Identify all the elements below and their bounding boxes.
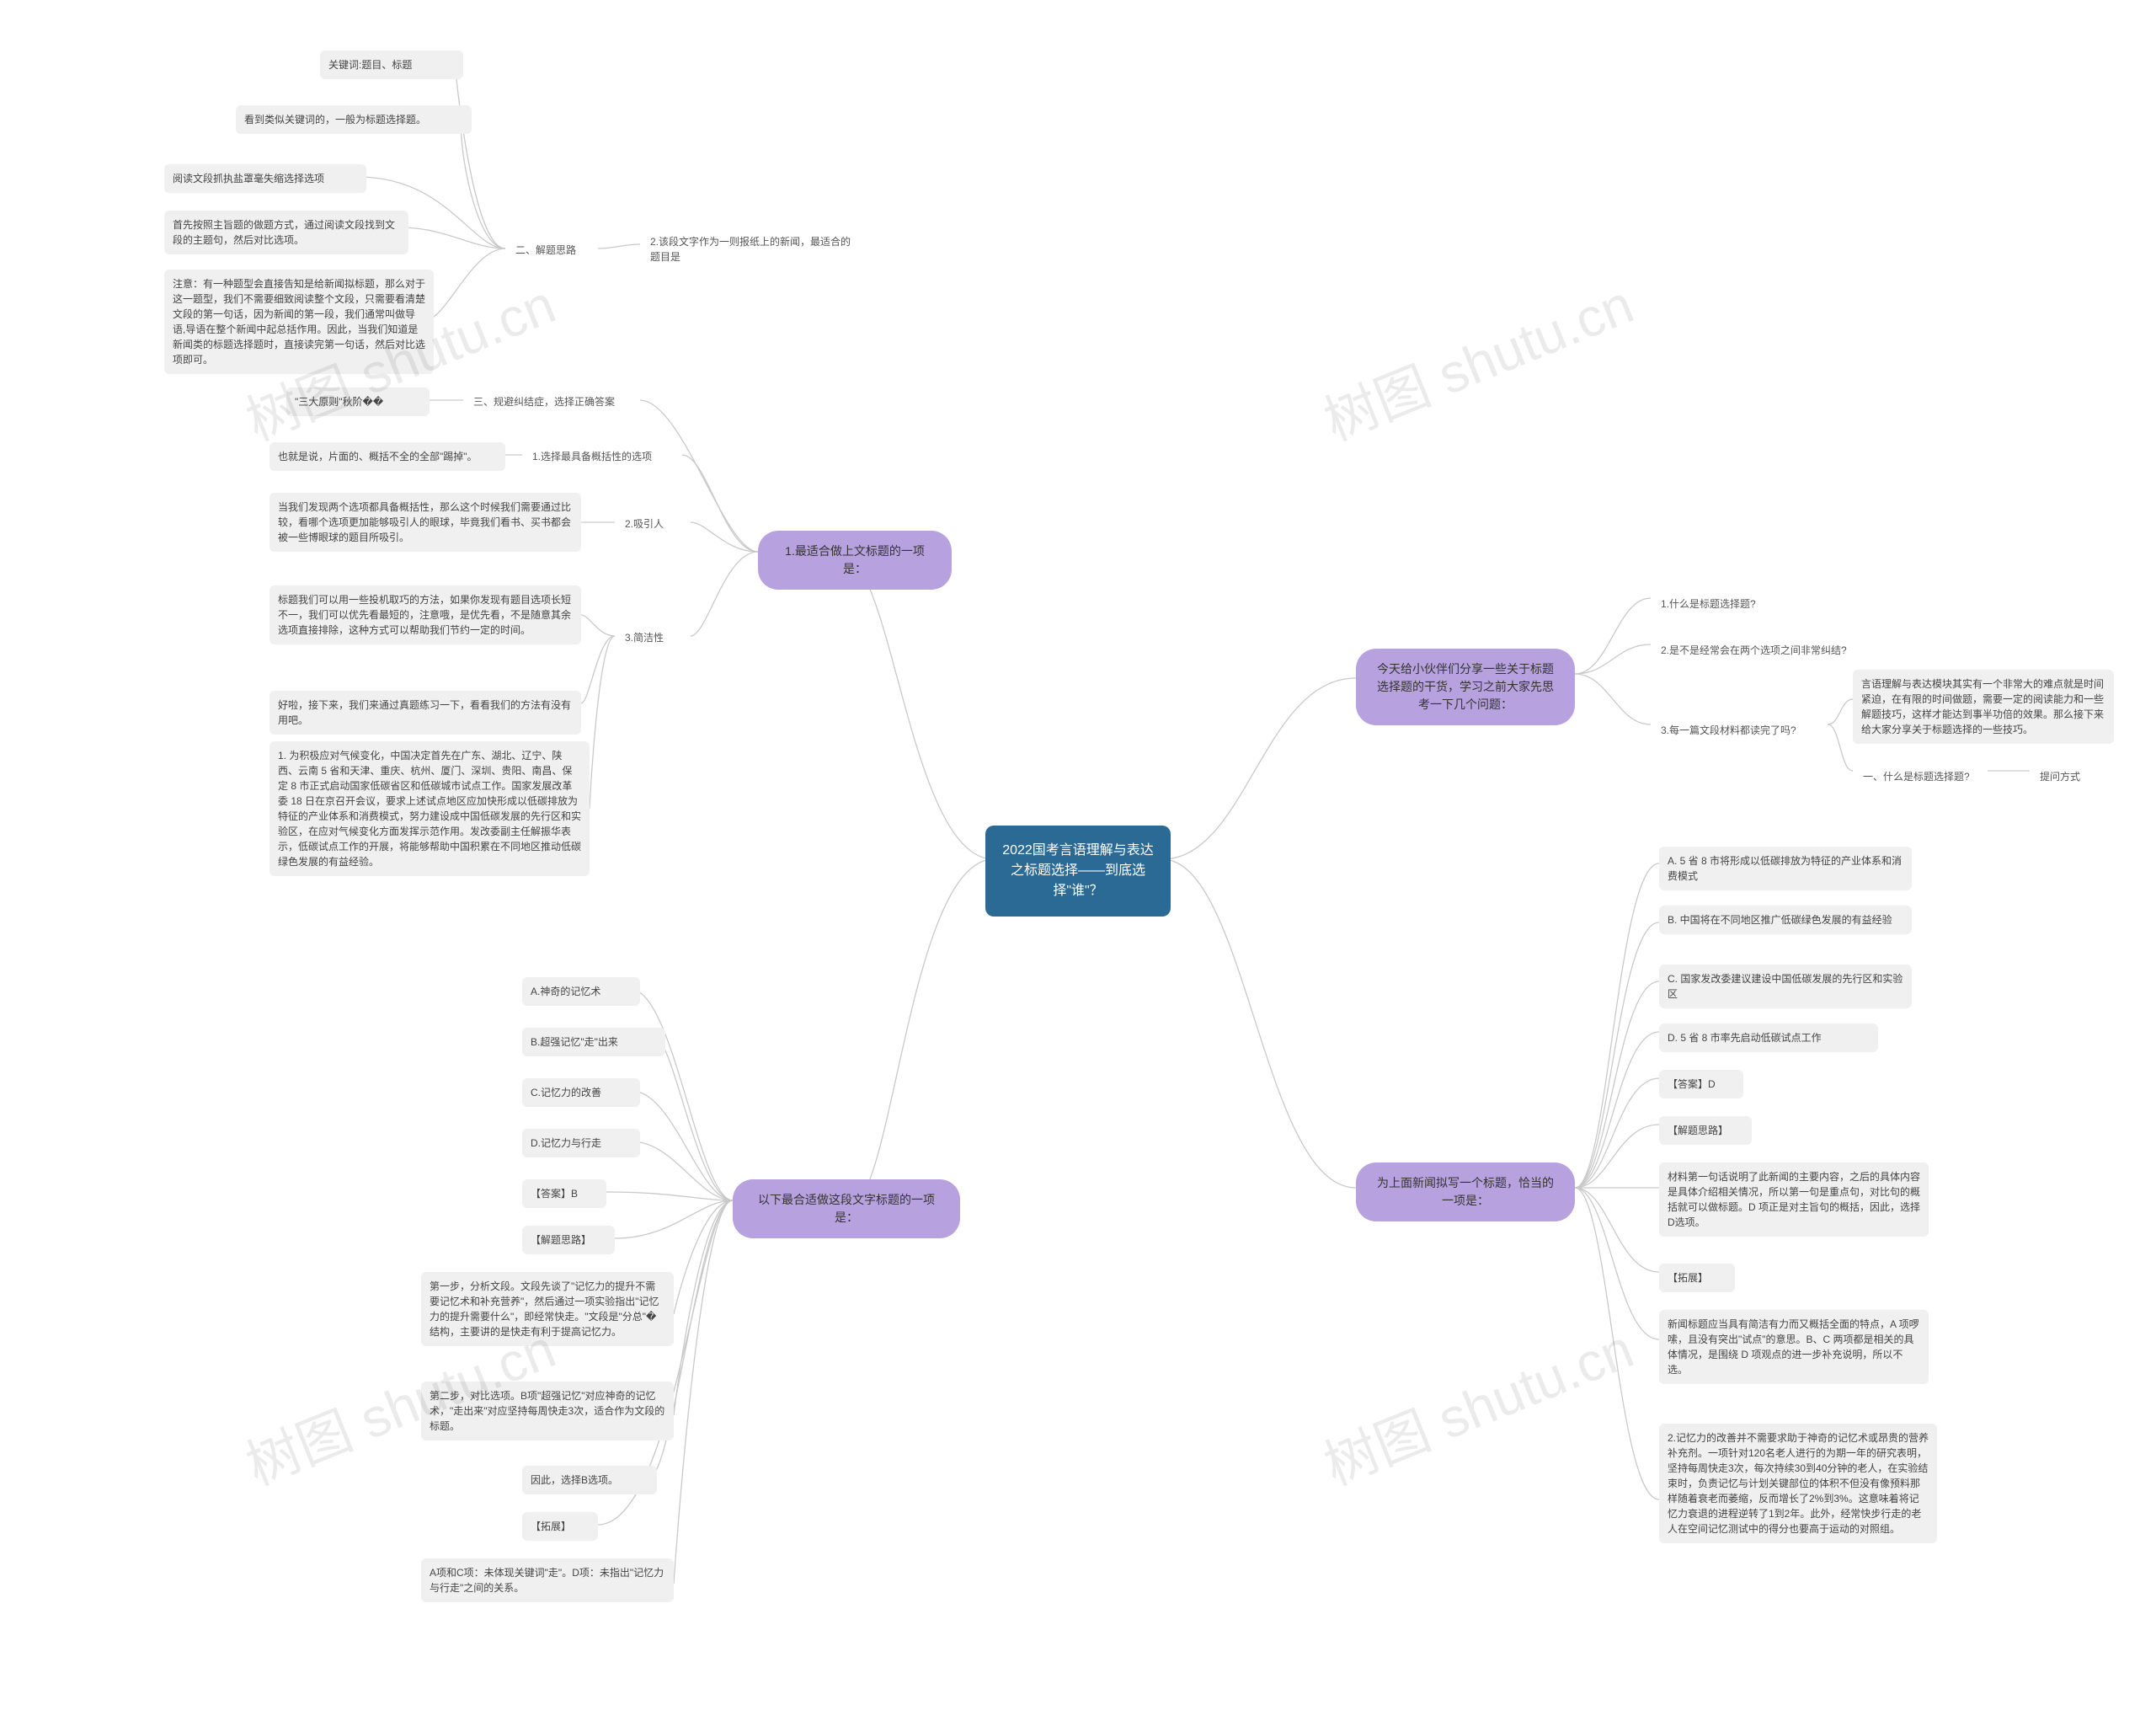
watermark: 树图 shutu.cn bbox=[1311, 262, 1643, 457]
r2-opt-d: D. 5 省 8 市率先启动低碳试点工作 bbox=[1659, 1024, 1878, 1052]
fl-c1: "三大原则"秋阶�� bbox=[286, 387, 430, 416]
l1-rule1-detail: 也就是说，片面的、概括不全的全部"踢掉"。 bbox=[270, 442, 505, 471]
fl-keywords: 关键词:题目、标题 bbox=[320, 51, 463, 79]
watermark: 树图 shutu.cn bbox=[1311, 1307, 1643, 1501]
r1-q3: 3.每一篇文段材料都读完了吗? bbox=[1651, 716, 1844, 745]
l1-rule1: 1.选择最具备概括性的选项 bbox=[522, 442, 691, 471]
fl-section2-q: 2.该段文字作为一则报纸上的新闻，最适合的题目是 bbox=[640, 227, 867, 271]
l2-step2: 第二步，对比选项。B项"超强记忆"对应神奇的记忆术，"走出来"对应坚持每周快走3… bbox=[421, 1382, 674, 1440]
fl-b3: 注意：有一种题型会直接告知是给新闻拟标题，那么对于这一题型，我们不需要细致阅读整… bbox=[164, 270, 434, 374]
branch-passage-title: 以下最合适做这段文字标题的一项是： bbox=[733, 1179, 960, 1238]
r2-opt-a: A. 5 省 8 市将形成以低碳排放为特征的产业体系和消费模式 bbox=[1659, 847, 1912, 890]
fl-section3-label: 三、规避纠结症，选择正确答案 bbox=[463, 387, 648, 416]
l2-expand-label: 【拓展】 bbox=[522, 1512, 598, 1541]
l1-rule3-detail1: 标题我们可以用一些投机取巧的方法，如果你发现有题目选项长短不一，我们可以优先看最… bbox=[270, 585, 581, 644]
fl-b2: 首先按照主旨题的做题方式，通过阅读文段找到文段的主题句，然后对比选项。 bbox=[164, 211, 408, 254]
r2-opt-c: C. 国家发改委建议建设中国低碳发展的先行区和实验区 bbox=[1659, 965, 1912, 1008]
l2-opt-d: D.记忆力与行走 bbox=[522, 1129, 640, 1157]
l2-expand-text: A项和C项：未体现关键词"走"。D项：未指出"记忆力与行走"之间的关系。 bbox=[421, 1558, 674, 1602]
r2-answer: 【答案】D bbox=[1659, 1070, 1743, 1098]
r1-q3-explain: 言语理解与表达模块其实有一个非常大的难点就是时间紧迫，在有限的时间做题，需要一定… bbox=[1853, 670, 2114, 744]
l1-rule3-passage: 1. 为积极应对气候变化，中国决定首先在广东、湖北、辽宁、陕西、云南 5 省和天… bbox=[270, 741, 590, 876]
r1-q3-section1: 一、什么是标题选择题? bbox=[1853, 762, 1996, 791]
r1-q3-section1-a: 提问方式 bbox=[2030, 762, 2105, 791]
l2-step1: 第一步，分析文段。文段先谈了"记忆力的提升不需要记忆术和补充营养"，然后通过一项… bbox=[421, 1272, 674, 1346]
fl-section2-label: 二、解题思路 bbox=[505, 236, 606, 265]
fl-b1: 阅读文段抓执盐罩毫失缩选择选项 bbox=[164, 164, 366, 193]
branch-best-title: 1.最适合做上文标题的一项是： bbox=[758, 531, 952, 590]
l1-rule3: 3.简洁性 bbox=[615, 623, 691, 652]
r2-passage2: 2.记忆力的改善并不需要求助于神奇的记忆术或昂贵的营养补充剂。一项针对120名老… bbox=[1659, 1424, 1937, 1543]
r2-solution-text: 材料第一句话说明了此新闻的主要内容，之后的具体内容是具体介绍相关情况，所以第一句… bbox=[1659, 1162, 1929, 1237]
branch-news-title-question: 为上面新闻拟写一个标题，恰当的一项是： bbox=[1356, 1162, 1575, 1221]
l2-opt-a: A.神奇的记忆术 bbox=[522, 977, 640, 1006]
mindmap-canvas: 2022国考言语理解与表达之标题选择——到底选择"谁"？ 今天给小伙伴们分享一些… bbox=[0, 0, 2156, 1721]
l1-rule3-detail2: 好啦，接下来，我们来通过真题练习一下，看看我们的方法有没有用吧。 bbox=[270, 691, 581, 735]
l2-opt-b: B.超强记忆"走"出来 bbox=[522, 1028, 665, 1056]
l2-solution-label: 【解题思路】 bbox=[522, 1226, 615, 1254]
r2-expand-text: 新闻标题应当具有简洁有力而又概括全面的特点，A 项啰嗦，且没有突出"试点"的意思… bbox=[1659, 1310, 1929, 1384]
l2-conclusion: 因此，选择B选项。 bbox=[522, 1466, 657, 1494]
center-topic: 2022国考言语理解与表达之标题选择——到底选择"谁"？ bbox=[985, 826, 1171, 917]
l1-rule2: 2.吸引人 bbox=[615, 510, 691, 538]
l2-opt-c: C.记忆力的改善 bbox=[522, 1078, 640, 1107]
fl-keywords-note: 看到类似关键词的，一般为标题选择题。 bbox=[236, 105, 472, 134]
branch-intro-questions: 今天给小伙伴们分享一些关于标题选择题的干货，学习之前大家先思考一下几个问题： bbox=[1356, 649, 1575, 725]
l2-answer: 【答案】B bbox=[522, 1179, 606, 1208]
r2-opt-b: B. 中国将在不同地区推广低碳绿色发展的有益经验 bbox=[1659, 906, 1912, 934]
r2-expand-label: 【拓展】 bbox=[1659, 1264, 1735, 1292]
r1-q2: 2.是不是经常会在两个选项之间非常纠结? bbox=[1651, 636, 1886, 665]
r2-solution-label: 【解题思路】 bbox=[1659, 1116, 1752, 1145]
l1-rule2-detail: 当我们发现两个选项都具备概括性，那么这个时候我们需要通过比较，看哪个选项更加能够… bbox=[270, 493, 581, 552]
r1-q1: 1.什么是标题选择题? bbox=[1651, 590, 1802, 618]
